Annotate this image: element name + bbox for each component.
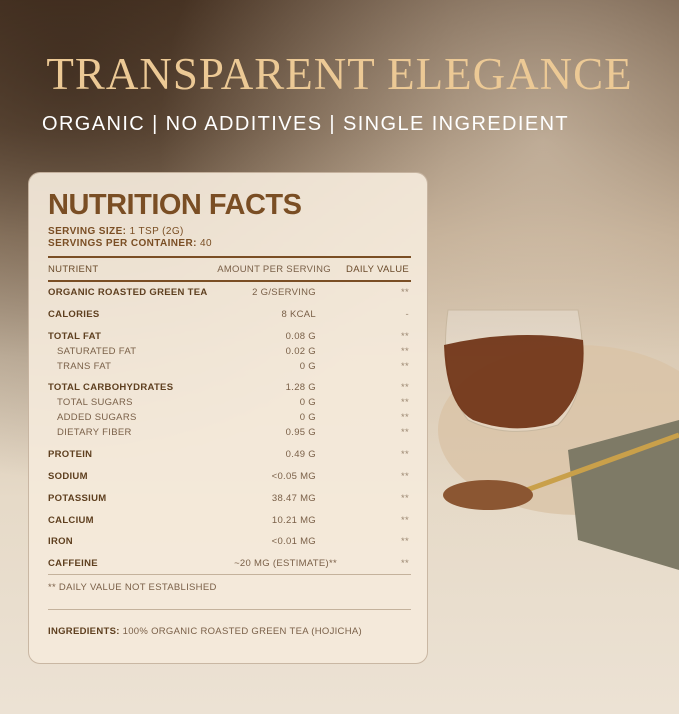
divider (48, 256, 411, 258)
nutrient-amount: 0 G (299, 412, 316, 423)
nutrient-daily-value: ** (401, 427, 409, 438)
table-row: TRANS FAT 0 G ** (48, 361, 411, 375)
nutrient-amount: 0.49 G (285, 449, 316, 460)
nutrition-title: NUTRITION FACTS (48, 189, 302, 221)
nutrient-daily-value: ** (401, 287, 409, 298)
nutrient-amount: 0 G (299, 397, 316, 408)
table-row: IRON <0.01 MG ** (48, 536, 411, 550)
tagline: ORGANIC | NO ADDITIVES | SINGLE INGREDIE… (42, 113, 570, 135)
nutrient-amount: 0 G (299, 361, 316, 372)
table-row: PROTEIN 0.49 G ** (48, 449, 411, 463)
table-row: ORGANIC ROASTED GREEN TEA 2 G/SERVING ** (48, 287, 411, 301)
nutrient-amount: <0.05 MG (271, 471, 316, 482)
nutrient-daily-value: ** (401, 536, 409, 547)
nutrient-daily-value: ** (401, 331, 409, 342)
serving-size: SERVING SIZE: 1 TSP (2G) (48, 226, 184, 237)
spoon (512, 432, 679, 498)
table-row: CAFFEINE ~20 MG (ESTIMATE)** ** (48, 558, 411, 572)
serving-size-label: SERVING SIZE: (48, 226, 127, 237)
table-row: ADDED SUGARS 0 G ** (48, 412, 411, 426)
nutrient-daily-value: ** (401, 397, 409, 408)
tea-liquid (444, 335, 584, 429)
nutrient-name: DIETARY FIBER (57, 427, 132, 438)
nutrient-daily-value: ** (401, 346, 409, 357)
ingredients-value: 100% ORGANIC ROASTED GREEN TEA (HOJICHA) (122, 626, 362, 637)
servings-per-container: SERVINGS PER CONTAINER: 40 (48, 238, 212, 249)
nutrient-amount: 38.47 MG (271, 493, 316, 504)
nutrient-daily-value: ** (401, 515, 409, 526)
tea-powder (443, 480, 533, 510)
servings-value: 40 (200, 238, 212, 249)
table-row: TOTAL CARBOHYDRATES 1.28 G ** (48, 382, 411, 396)
table-row: POTASSIUM 38.47 MG ** (48, 493, 411, 507)
headline: TRANSPARENT ELEGANCE (46, 49, 633, 99)
table-row: TOTAL FAT 0.08 G ** (48, 331, 411, 345)
divider (48, 609, 411, 610)
nutrient-name: PROTEIN (48, 449, 93, 460)
divider (48, 280, 411, 282)
nutrition-panel: NUTRITION FACTS SERVING SIZE: 1 TSP (2G)… (28, 172, 428, 664)
nutrient-amount: 0.02 G (285, 346, 316, 357)
nutrient-amount: <0.01 MG (271, 536, 316, 547)
nutrient-daily-value: ** (401, 382, 409, 393)
nutrient-daily-value: ** (401, 493, 409, 504)
nutrient-amount: ~20 MG (ESTIMATE)** (234, 558, 337, 569)
nutrient-daily-value: ** (401, 412, 409, 423)
nutrient-name: ORGANIC ROASTED GREEN TEA (48, 287, 208, 298)
table-row: SATURATED FAT 0.02 G ** (48, 346, 411, 360)
nutrient-name: SODIUM (48, 471, 88, 482)
nutrient-name: TOTAL SUGARS (57, 397, 133, 408)
nutrient-name: TOTAL CARBOHYDRATES (48, 382, 174, 393)
nutrient-name: POTASSIUM (48, 493, 107, 504)
table-row: SODIUM <0.05 MG ** (48, 471, 411, 485)
table-row: CALORIES 8 KCAL - (48, 309, 411, 323)
nutrient-amount: 0.95 G (285, 427, 316, 438)
servings-label: SERVINGS PER CONTAINER: (48, 238, 197, 249)
nutrient-name: SATURATED FAT (57, 346, 137, 357)
nutrient-daily-value: ** (401, 471, 409, 482)
ingredients-label: INGREDIENTS: (48, 626, 120, 637)
nutrient-amount: 2 G/SERVING (252, 287, 316, 298)
nutrient-name: ADDED SUGARS (57, 412, 137, 423)
col-amount: AMOUNT PER SERVING (217, 264, 331, 275)
nutrient-name: CALCIUM (48, 515, 94, 526)
nutrient-amount: 8 KCAL (281, 309, 316, 320)
table-row: TOTAL SUGARS 0 G ** (48, 397, 411, 411)
nutrient-name: TOTAL FAT (48, 331, 102, 342)
table-header: NUTRIENT AMOUNT PER SERVING DAILY VALUE (48, 264, 411, 278)
nutrient-daily-value: ** (401, 361, 409, 372)
divider (48, 574, 411, 575)
nutrient-amount: 10.21 MG (271, 515, 316, 526)
nutrient-name: CAFFEINE (48, 558, 98, 569)
nutrient-name: CALORIES (48, 309, 100, 320)
nutrient-name: TRANS FAT (57, 361, 112, 372)
table-row: CALCIUM 10.21 MG ** (48, 515, 411, 529)
nutrient-daily-value: ** (401, 558, 409, 569)
nutrient-daily-value: - (405, 309, 409, 320)
napkin (568, 420, 679, 570)
col-daily-value: DAILY VALUE (346, 264, 409, 275)
nutrient-name: IRON (48, 536, 73, 547)
footnote: ** DAILY VALUE NOT ESTABLISHED (48, 582, 217, 593)
serving-size-value: 1 TSP (2G) (129, 226, 184, 237)
col-nutrient: NUTRIENT (48, 264, 99, 275)
tea-glass-scene (438, 309, 679, 570)
ingredients: INGREDIENTS: 100% ORGANIC ROASTED GREEN … (48, 626, 362, 637)
table-row: DIETARY FIBER 0.95 G ** (48, 427, 411, 441)
nutrient-amount: 1.28 G (285, 382, 316, 393)
nutrient-daily-value: ** (401, 449, 409, 460)
nutrient-amount: 0.08 G (285, 331, 316, 342)
